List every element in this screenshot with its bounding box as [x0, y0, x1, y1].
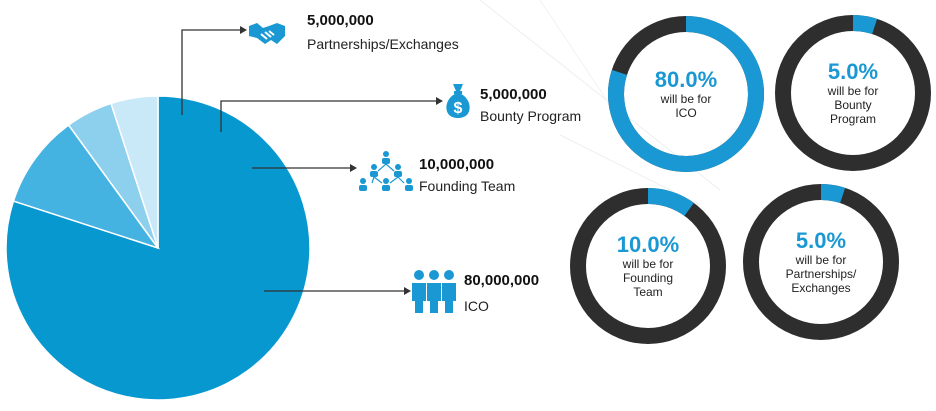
donut-bounty-percent: 5.0%: [827, 59, 879, 84]
svg-text:$: $: [454, 100, 463, 117]
name-bounty: Bounty Program: [480, 108, 582, 124]
name-partnerships: Partnerships/Exchanges: [307, 36, 459, 52]
handshake-icon: [247, 18, 287, 55]
leader-bounty-arrowhead: [436, 97, 443, 105]
label-bounty: 5,000,000 Bounty Program: [480, 86, 581, 125]
donut-rings: [570, 15, 931, 344]
donut-founding-percent: 10.0%: [616, 232, 680, 257]
leader-lines: [181, 26, 443, 295]
pie-slice-founding-team: [12, 123, 160, 250]
amount-bounty: 5,000,000: [480, 86, 547, 103]
donut-ico-caption: will be for ICO: [660, 92, 712, 120]
donut-partnerships-caption: will be for Partnerships/ Exchanges: [785, 253, 857, 295]
leader-ico-arrowhead: [404, 287, 411, 295]
pie-slice-partnerships: [110, 95, 159, 249]
amount-partnerships: 5,000,000: [307, 12, 374, 29]
donut-ring-ico-value-arc: [608, 16, 764, 172]
amount-founding: 10,000,000: [419, 156, 495, 173]
donut-founding: 10.0% will be for Founding Team: [568, 186, 728, 346]
amount-ico: 80,000,000: [464, 272, 540, 289]
donut-ring-bounty-value-arc: [852, 15, 878, 35]
leader-bounty: [220, 100, 436, 132]
leader-partnerships: [181, 29, 240, 115]
donut-founding-caption: will be for Founding Team: [622, 257, 674, 299]
label-partnerships: 5,000,000 Partnerships/Exchanges: [307, 12, 459, 53]
donut-bounty-caption: will be for Bounty Program: [827, 84, 879, 126]
name-founding: Founding Team: [419, 178, 516, 194]
leader-partnerships-arrowhead: [240, 26, 247, 34]
donut-ico-percent: 80.0%: [654, 67, 718, 92]
group-people-icon: [411, 269, 457, 318]
team-hierarchy-icon: [358, 150, 414, 197]
donut-partnerships: 5.0% will be for Partnerships/ Exchanges: [741, 182, 901, 342]
pie-slices: [5, 95, 311, 401]
money-bag-icon: $: [442, 82, 474, 125]
donut-bounty: 5.0% will be for Bounty Program: [773, 13, 933, 173]
donut-partnerships-percent: 5.0%: [795, 228, 847, 253]
name-ico: ICO: [464, 298, 489, 314]
label-founding: 10,000,000 Founding Team: [419, 156, 515, 195]
donut-ico: 80.0% will be for ICO: [606, 14, 766, 174]
donut-ring-partnerships-value-arc: [820, 184, 846, 204]
leader-founding-arrowhead: [350, 164, 357, 172]
label-ico: 80,000,000 ICO: [464, 272, 539, 315]
donut-ring-founding-value-arc: [647, 188, 694, 217]
